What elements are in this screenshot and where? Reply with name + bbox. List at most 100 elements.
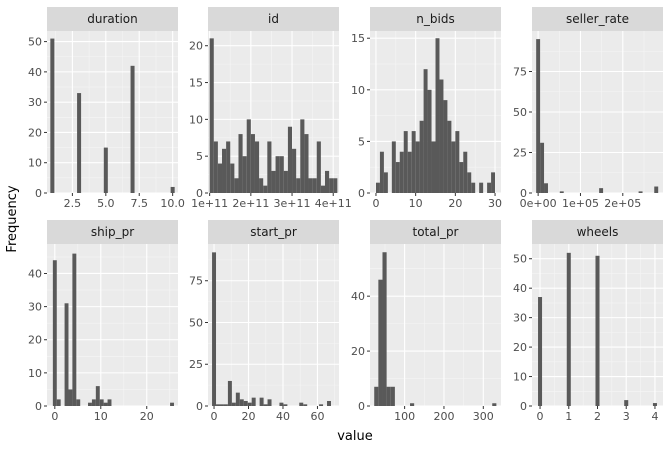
- histogram-bar: [170, 402, 174, 406]
- y-tick-label: 40: [28, 66, 42, 79]
- histogram-bar: [540, 142, 545, 193]
- x-tick-label: 200: [433, 410, 454, 423]
- histogram-bar: [217, 163, 223, 193]
- histogram-bar: [559, 191, 564, 193]
- y-tick-label: 50: [28, 36, 42, 49]
- y-axis-title: Frequency: [5, 185, 20, 252]
- histogram-bar: [316, 141, 321, 193]
- y-tick-label: 30: [28, 301, 42, 314]
- facet-panel-ship-pr: ship_pr 0 10 20 30 40 0 10 20: [28, 220, 178, 423]
- facet-strip-duration: [47, 7, 178, 31]
- x-tick-label: 7.5: [130, 197, 148, 210]
- histogram-bar: [212, 252, 217, 406]
- x-tick-label: 20: [448, 197, 462, 210]
- histogram-bar: [235, 392, 240, 406]
- histogram-bar: [267, 399, 272, 406]
- histogram-bar: [64, 303, 69, 406]
- histogram-bar: [403, 131, 408, 193]
- histogram-bar: [374, 386, 379, 406]
- y-tick-label: 10: [28, 367, 42, 380]
- histogram-bar: [227, 380, 232, 406]
- histogram-bar: [242, 156, 247, 193]
- facet-panel-n-bids: n_bids 0 5 10 15 0 10 20 30: [351, 7, 502, 210]
- y-tick-label: 40: [28, 267, 42, 280]
- facet-strip-id: [208, 7, 339, 31]
- histogram-bar: [68, 389, 73, 406]
- histogram-bar: [263, 404, 268, 406]
- y-tick-label: 20: [28, 334, 42, 347]
- histogram-bar: [76, 399, 81, 406]
- histogram-bar: [638, 191, 643, 193]
- histogram-bar: [95, 386, 100, 406]
- facet-title-wheels: wheels: [577, 225, 619, 239]
- histogram-bar: [170, 186, 175, 193]
- x-tick-label: 10.0: [160, 197, 185, 210]
- histogram-bar: [391, 141, 396, 193]
- x-tick-label: 0e+00: [520, 197, 557, 210]
- y-tick-label: 10: [189, 113, 203, 126]
- x-tick-label: 300: [473, 410, 494, 423]
- histogram-bar: [654, 186, 659, 193]
- x-tick-label: 0: [211, 410, 218, 423]
- facet-panel-seller-rate: seller_rate 0 25 50 75 0e+00 1e+05 2e+05: [513, 7, 663, 210]
- histogram-bar: [246, 119, 251, 193]
- histogram-bar: [443, 100, 448, 193]
- y-tick-label: 20: [513, 341, 527, 354]
- y-tick-label: 20: [28, 126, 42, 139]
- histogram-bar: [415, 141, 420, 193]
- y-tick-label: 0: [520, 187, 527, 200]
- y-tick-label: 0: [358, 400, 365, 413]
- histogram-bar: [283, 404, 288, 406]
- histogram-bar: [231, 402, 236, 406]
- x-tick-label: 1e+05: [562, 197, 599, 210]
- facet-title-ship-pr: ship_pr: [91, 225, 134, 239]
- histogram-bar: [471, 182, 476, 193]
- histogram-bar: [103, 402, 108, 406]
- y-tick-label: 0: [35, 187, 42, 200]
- y-tick-label: 20: [351, 345, 365, 358]
- x-axis-title: value: [337, 429, 373, 444]
- y-tick-label: 10: [28, 157, 42, 170]
- histogram-bar: [219, 404, 224, 406]
- histogram-bar: [222, 148, 227, 193]
- histogram-bar: [451, 141, 456, 193]
- histogram-bar: [538, 297, 543, 406]
- histogram-bar: [447, 120, 452, 193]
- histogram-bar: [213, 141, 218, 193]
- x-tick-label: 2: [594, 410, 601, 423]
- histogram-bar: [536, 39, 541, 193]
- histogram-bar: [378, 279, 383, 406]
- y-tick-label: 50: [513, 106, 527, 119]
- histogram-bar: [107, 399, 112, 406]
- histogram-bar: [303, 404, 308, 406]
- histogram-bar: [333, 178, 338, 193]
- histogram-bar: [52, 260, 57, 406]
- facet-title-start-pr: start_pr: [250, 225, 297, 239]
- histogram-bar: [77, 93, 82, 193]
- histogram-bar: [243, 400, 248, 406]
- histogram-bar: [324, 170, 330, 193]
- y-tick-label: 40: [351, 290, 365, 303]
- histogram-bar: [275, 156, 280, 193]
- histogram-bar: [319, 404, 324, 406]
- x-tick-label: 3: [623, 410, 630, 423]
- x-tick-label: 2e+05: [604, 197, 641, 210]
- x-tick-label: 2e+11: [232, 197, 269, 210]
- facet-title-total-pr: total_pr: [413, 225, 459, 239]
- histogram-bar: [209, 38, 214, 194]
- facet-title-seller-rate: seller_rate: [566, 12, 629, 26]
- x-tick-label: 30: [488, 197, 502, 210]
- facet-panel-duration: duration 0 10 20 30 40 50 2.5 5.0 7.5 10.0: [28, 7, 185, 210]
- y-tick-label: 50: [189, 316, 203, 329]
- histogram-bar: [382, 252, 387, 406]
- histogram-bar: [652, 403, 657, 406]
- histogram-bar: [479, 182, 484, 193]
- histogram-bar: [379, 151, 384, 193]
- x-tick-label: 0: [372, 197, 379, 210]
- x-tick-label: 3e+11: [274, 197, 311, 210]
- histogram-bar: [492, 403, 497, 406]
- y-tick-label: 0: [358, 187, 365, 200]
- histogram-bar: [395, 162, 400, 193]
